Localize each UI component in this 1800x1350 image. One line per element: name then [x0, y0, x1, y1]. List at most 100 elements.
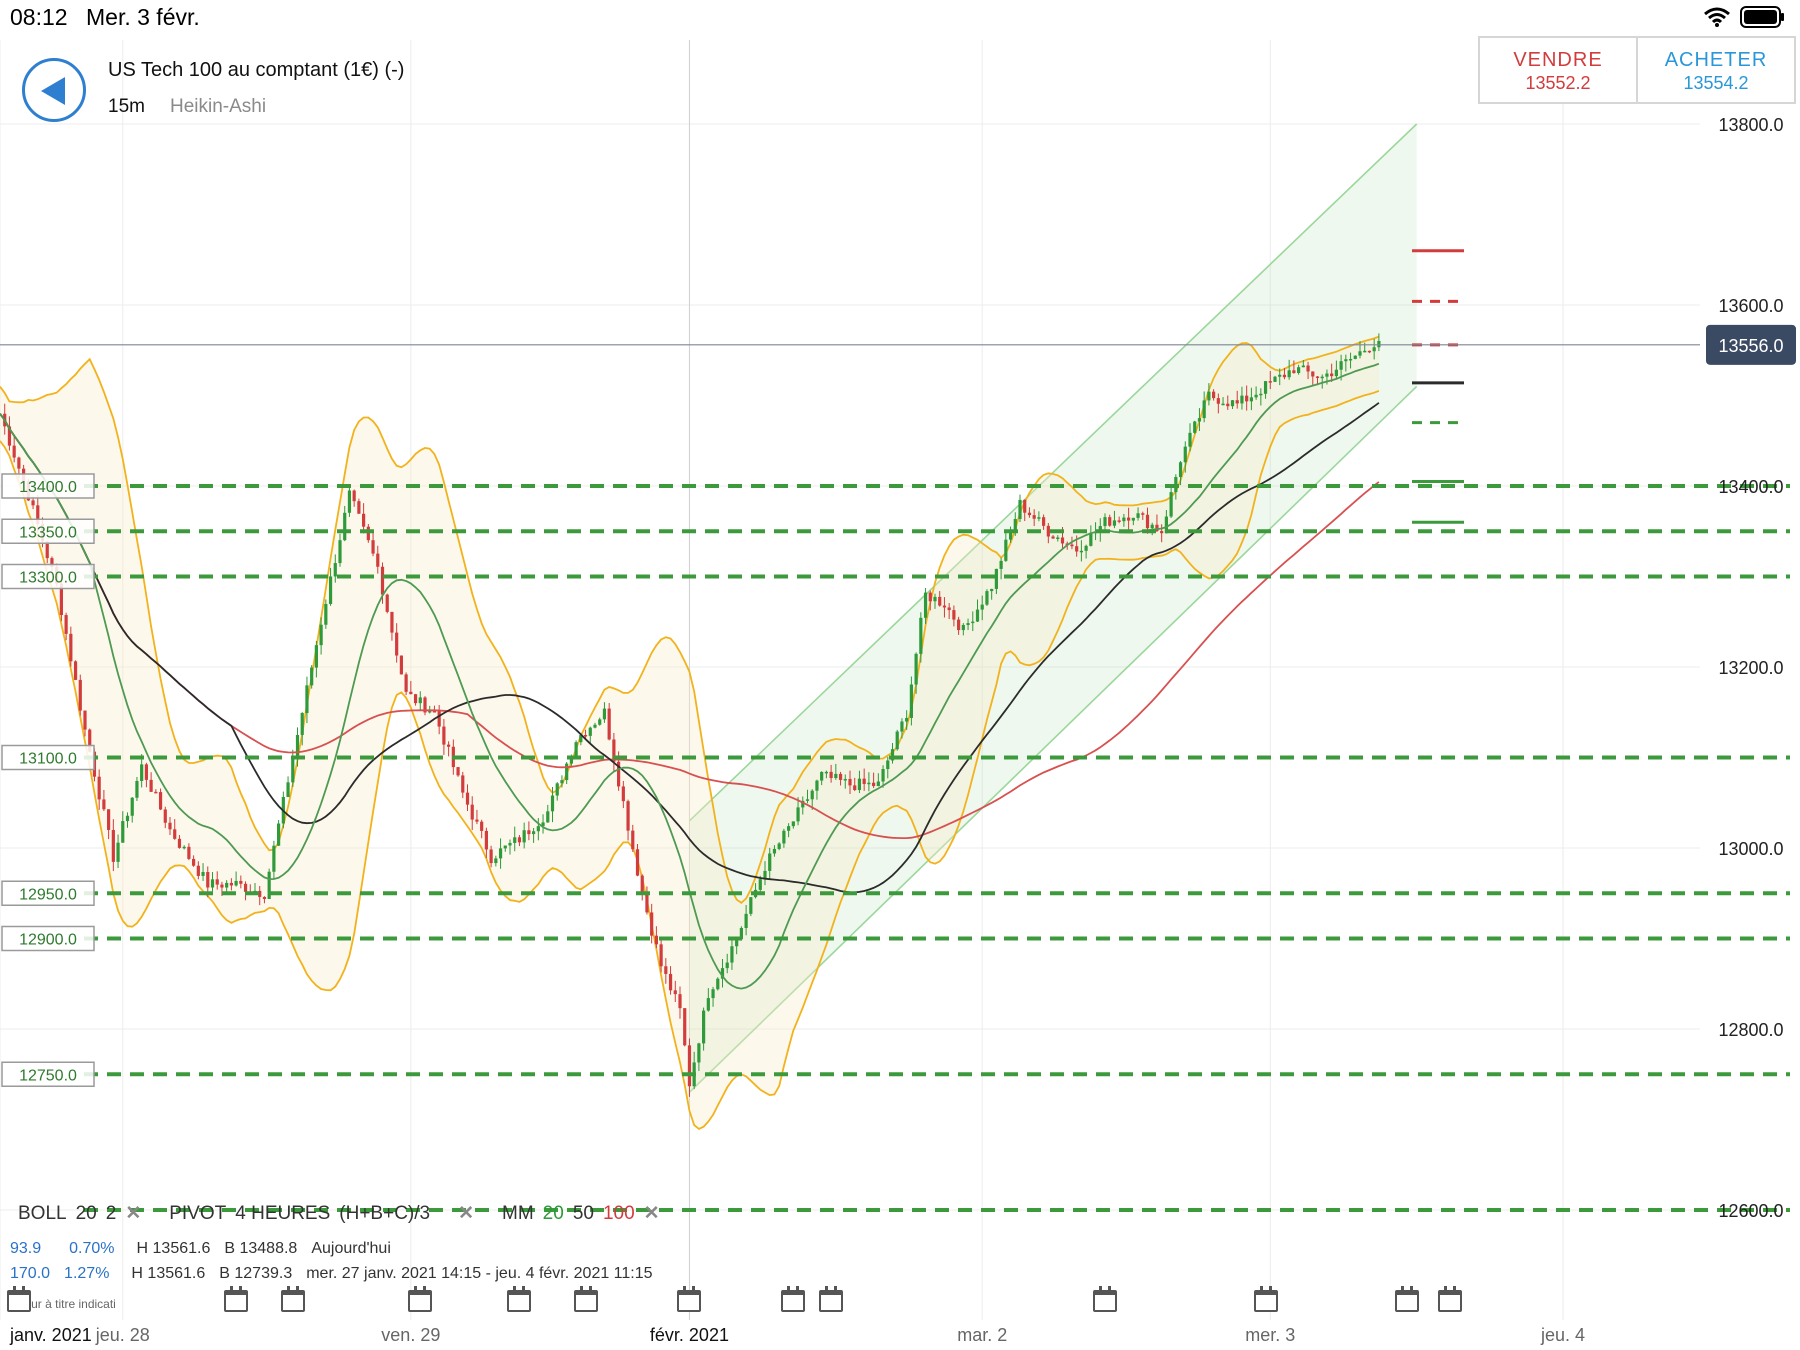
candle-body: [815, 780, 819, 791]
candle-body: [697, 1043, 701, 1063]
candle-body: [107, 809, 111, 830]
price-axis: 13556.0 13800.0 13600.0 13400.0 13200.0 13000…: [0, 115, 1796, 1221]
calendar-icon[interactable]: [1395, 1286, 1420, 1312]
calendar-icon[interactable]: [507, 1286, 532, 1312]
candle-body: [12, 445, 16, 458]
candle-body: [593, 724, 597, 728]
calendar-icon[interactable]: [677, 1286, 702, 1312]
candle-body: [1131, 517, 1135, 521]
candle-body: [461, 775, 465, 793]
timeframe-label[interactable]: 15m: [108, 96, 145, 117]
candle-body: [154, 791, 158, 794]
candle-body: [1334, 369, 1338, 377]
candle-body: [971, 621, 975, 624]
candle-body: [668, 973, 673, 991]
info-change: 170.0: [10, 1265, 51, 1282]
candle-body: [1013, 519, 1017, 530]
candle-body: [1278, 374, 1282, 377]
candle-body: [442, 726, 446, 745]
candle-body: [876, 781, 880, 787]
candle-body: [782, 830, 786, 844]
remove-boll-icon[interactable]: ✕: [125, 1203, 142, 1224]
time-tick-label: ven. 29: [381, 1325, 440, 1345]
candle-body: [942, 605, 947, 608]
candle-body: [1117, 520, 1121, 522]
candle-body: [192, 858, 196, 866]
candle-body: [1164, 516, 1168, 534]
candle-body: [914, 653, 918, 685]
level-tag-label: 13350.0: [19, 524, 77, 541]
remove-mm-icon[interactable]: ✕: [643, 1203, 660, 1224]
candle-body: [621, 786, 625, 802]
candle-body: [716, 978, 720, 990]
remove-pivot-icon[interactable]: ✕: [458, 1203, 475, 1224]
buy-button[interactable]: ACHETER 13554.2: [1636, 38, 1794, 102]
ma-50-line: [0, 402, 1380, 894]
candle-body: [380, 566, 385, 595]
candle-body: [838, 773, 843, 780]
candle-body: [423, 697, 427, 713]
candle-body: [1027, 512, 1032, 516]
candle-body: [418, 697, 422, 704]
chart-type-label[interactable]: Heikin-Ashi: [170, 96, 267, 117]
candle-body: [116, 842, 120, 862]
calendar-icon[interactable]: [819, 1286, 844, 1312]
info-period: Aujourd'hui: [311, 1240, 391, 1257]
sell-button[interactable]: VENDRE 13552.2: [1480, 38, 1636, 102]
calendar-icon[interactable]: [6, 1286, 31, 1312]
candle-body: [1282, 374, 1287, 378]
current-price-label: 13556.0: [1718, 336, 1783, 356]
candle-body: [1136, 513, 1140, 518]
candle-body: [498, 848, 503, 859]
candle-body: [465, 792, 470, 805]
calendar-icon[interactable]: [224, 1286, 249, 1312]
candle-body: [933, 596, 937, 602]
candle-body: [1183, 446, 1187, 463]
candle-body: [999, 560, 1003, 569]
candle-body: [555, 783, 559, 796]
calendar-icon[interactable]: [573, 1286, 598, 1312]
candle-body: [168, 822, 172, 830]
candle-body: [163, 809, 167, 823]
candle-body: [385, 594, 389, 612]
candle-body: [1372, 347, 1376, 352]
chart-grid: [0, 40, 1700, 1320]
candle-body: [678, 994, 682, 1009]
candle-body: [390, 611, 394, 633]
candle-body: [432, 711, 437, 713]
calendar-icon[interactable]: [280, 1286, 305, 1312]
status-time: 08:12: [10, 4, 68, 30]
calendar-icon[interactable]: [1253, 1286, 1278, 1312]
back-button[interactable]: [22, 58, 86, 122]
candle-body: [272, 845, 276, 872]
candle-body: [673, 990, 677, 995]
candle-body: [617, 761, 621, 787]
candle-body: [1089, 532, 1093, 546]
candle-body: [144, 764, 148, 780]
calendar-icon[interactable]: [1437, 1286, 1462, 1312]
candle-body: [357, 501, 361, 514]
candle-body: [546, 811, 550, 823]
candle-body: [569, 757, 573, 764]
candle-body: [749, 897, 753, 914]
candle-body: [583, 735, 588, 737]
calendar-icon[interactable]: [781, 1286, 806, 1312]
candle-body: [895, 731, 899, 750]
candle-body: [980, 604, 984, 610]
channel-fill: [689, 124, 1417, 1093]
candle-body: [267, 871, 271, 899]
candle-body: [300, 713, 304, 735]
calendar-icon[interactable]: [408, 1286, 433, 1312]
boll-name[interactable]: BOLL: [18, 1202, 67, 1224]
mm-name[interactable]: MM: [502, 1202, 534, 1224]
indicator-legend: BOLL 20 2 ✕ PIVOT 4 HEURES (H+B+C)/3 ✕ M…: [18, 1202, 660, 1225]
info-low: B 12739.3: [219, 1265, 293, 1282]
pivot-name[interactable]: PIVOT: [169, 1202, 227, 1224]
candle-body: [905, 717, 909, 722]
candle-body: [990, 588, 994, 592]
candle-body: [376, 553, 380, 567]
candle-body: [1141, 513, 1145, 515]
calendar-icon[interactable]: [1093, 1286, 1117, 1312]
candle-body: [522, 830, 526, 843]
